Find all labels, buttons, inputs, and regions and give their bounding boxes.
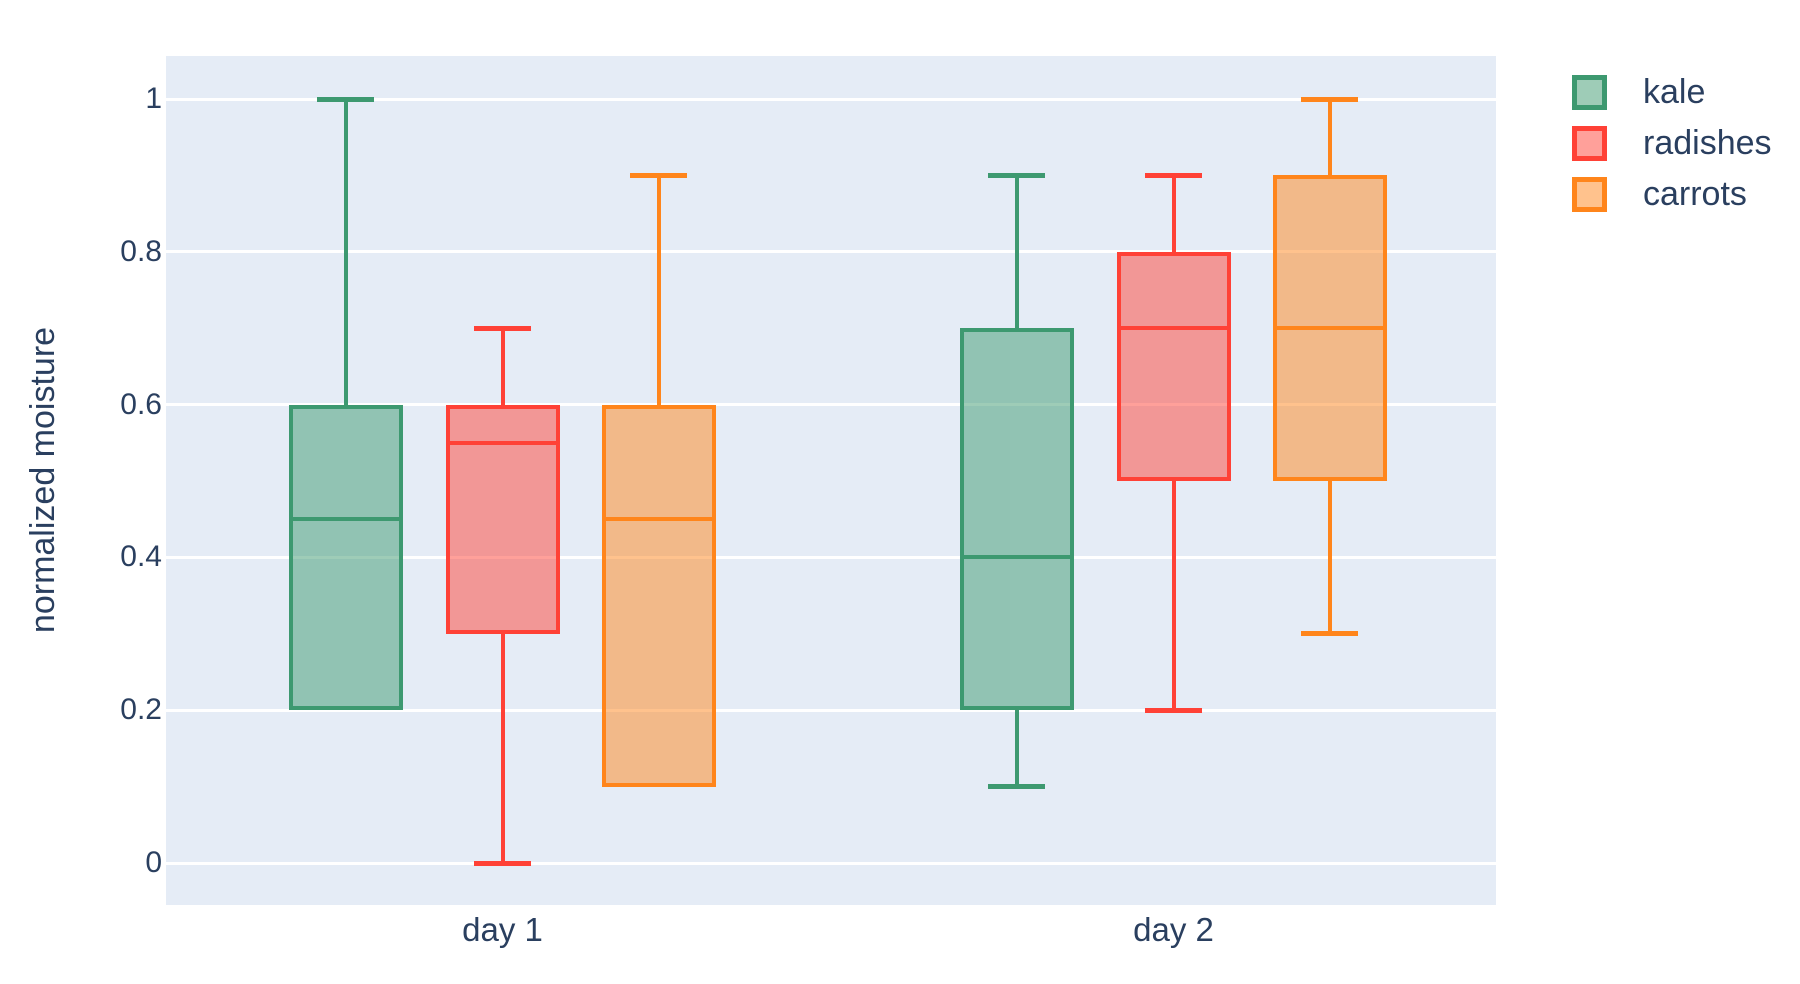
whisker-cap-upper (988, 172, 1045, 178)
whisker-stem-upper (500, 328, 505, 405)
median-line (445, 440, 560, 445)
y-axis-title: normalized moisture (24, 326, 62, 634)
legend-label: radishes (1643, 124, 1772, 162)
y-tick-label: 0 (145, 846, 162, 879)
box-rect (601, 404, 716, 787)
y-tick-label: 0.8 (120, 234, 162, 268)
median-line (1116, 326, 1231, 331)
whisker-stem-lower (1014, 710, 1019, 787)
y-tick-label: 0.6 (120, 387, 162, 421)
y-tick-label: 0.2 (120, 693, 162, 727)
whisker-cap-upper (1145, 172, 1202, 178)
whisker-cap-lower (1301, 631, 1358, 637)
legend-swatch-icon (1572, 177, 1607, 212)
whisker-cap-lower (988, 784, 1045, 790)
whisker-cap-upper (630, 172, 687, 178)
whisker-stem-upper (1327, 99, 1332, 176)
median-line (601, 517, 716, 522)
y-gridline (166, 555, 1496, 559)
box-rect (1116, 251, 1231, 481)
median-line (288, 517, 403, 522)
whisker-stem-upper (1014, 175, 1019, 329)
legend-item-kale[interactable]: kale (1572, 73, 1772, 111)
whisker-cap-lower (1145, 707, 1202, 713)
box-rect (288, 404, 403, 711)
y-gridline (166, 403, 1496, 407)
x-tick-label: day 2 (1133, 911, 1214, 948)
x-tick-label: day 1 (462, 911, 543, 948)
whisker-cap-lower (474, 860, 531, 866)
legend-item-carrots[interactable]: carrots (1572, 175, 1772, 213)
legend: kale radishes carrots (1572, 73, 1772, 228)
legend-swatch-icon (1572, 126, 1607, 161)
y-gridline (166, 250, 1496, 254)
y-tick-label: 1 (145, 82, 162, 115)
whisker-cap-upper (1301, 96, 1358, 102)
legend-swatch-icon (1572, 75, 1607, 110)
y-gridline (166, 97, 1496, 101)
box-rect (445, 404, 560, 634)
legend-item-radishes[interactable]: radishes (1572, 124, 1772, 162)
whisker-stem-upper (343, 99, 348, 405)
whisker-stem-upper (656, 175, 661, 405)
median-line (1272, 326, 1387, 331)
box-rect (959, 328, 1074, 711)
whisker-stem-lower (1171, 481, 1176, 711)
whisker-stem-lower (500, 633, 505, 863)
whisker-stem-lower (1327, 481, 1332, 634)
y-gridline (166, 861, 1496, 865)
whisker-stem-upper (1171, 175, 1176, 252)
y-tick-label: 0.4 (120, 540, 162, 574)
plot-area[interactable] (166, 56, 1496, 905)
median-line (959, 555, 1074, 560)
whisker-cap-upper (317, 96, 374, 102)
legend-label: carrots (1643, 175, 1747, 213)
whisker-cap-upper (474, 325, 531, 331)
legend-label: kale (1643, 73, 1706, 111)
y-gridline (166, 708, 1496, 712)
